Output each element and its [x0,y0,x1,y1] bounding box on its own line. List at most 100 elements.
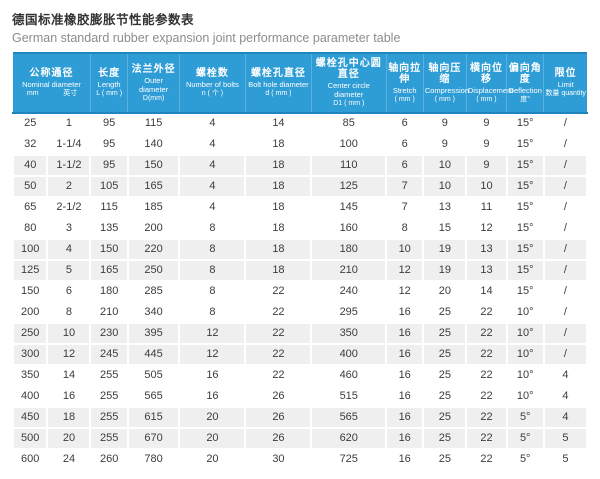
table-cell: 15° [505,175,545,198]
table-cell: 12 [46,343,92,366]
col-header-outer-diameter: 法兰外径 Outer diameter D(mm) [127,52,180,114]
table-cell: / [542,154,589,177]
table-cell: 165 [89,259,129,282]
table-cell: 5 [542,427,589,450]
table-cell: 1 [46,112,92,135]
table-cell: 600 [11,448,49,471]
table-cell: 16 [385,427,425,450]
table-cell: 245 [89,343,129,366]
table-row: 80 3 135 200 8 18 160 8 15 12 15° / [11,217,589,240]
table-cell: 25 [422,301,468,324]
table-cell: 22 [244,280,313,303]
table-cell: / [542,175,589,198]
table-cell: 4 [178,133,247,156]
table-cell: 19 [422,238,468,261]
table-cell: 15° [505,238,545,261]
table-cell: 20 [178,448,247,471]
table-cell: 4 [178,175,247,198]
table-cell: / [542,238,589,261]
page-title: 德国标准橡胶膨胀节性能参数表 [12,13,195,27]
col-header-number-of-bolts: 螺栓数 Number of bolts n ( 个 ) [179,52,246,114]
table-cell: 9 [465,112,508,135]
table-row: 40 1-1/2 95 150 4 18 110 6 10 9 15° / [11,154,589,177]
table-cell: 16 [46,385,92,408]
col-header-deflection: 偏向角度 Deflection 度° [506,52,545,114]
table-cell: 16 [385,301,425,324]
table-cell: 18 [244,259,313,282]
table-cell: 15° [505,280,545,303]
table-cell: 95 [89,133,129,156]
table-cell: 7 [385,196,425,219]
table-cell: 26 [244,427,313,450]
table-cell: 32 [11,133,49,156]
table-cell: 5° [505,448,545,471]
table-cell: 15° [505,133,545,156]
table-cell: 2-1/2 [46,196,92,219]
table-cell: 18 [244,133,313,156]
table-cell: 7 [385,175,425,198]
table-cell: 14 [465,280,508,303]
table-cell: 725 [310,448,388,471]
table-cell: 10° [505,343,545,366]
table-cell: 255 [89,427,129,450]
table-cell: 400 [11,385,49,408]
table-cell: / [542,280,589,303]
table-cell: 22 [465,448,508,471]
table-cell: 350 [11,364,49,387]
table-cell: 3 [46,217,92,240]
table-cell: 95 [89,154,129,177]
table-cell: 200 [11,301,49,324]
table-row: 32 1-1/4 95 140 4 18 100 6 9 9 15° / [11,133,589,156]
table-cell: 22 [465,406,508,429]
table-cell: 100 [310,133,388,156]
table-cell: 16 [178,364,247,387]
table-row: 100 4 150 220 8 18 180 10 19 13 15° / [11,238,589,261]
table-cell: 9 [465,154,508,177]
table-cell: 22 [465,364,508,387]
table-cell: 20 [178,406,247,429]
table-cell: 16 [385,406,425,429]
table-cell: 1-1/4 [46,133,92,156]
table-row: 250 10 230 395 12 22 350 16 25 22 10° / [11,322,589,345]
table-cell: 115 [126,112,181,135]
table-cell: 5 [542,448,589,471]
table-cell: 13 [465,259,508,282]
table-cell: 220 [126,238,181,261]
table-cell: 2 [46,175,92,198]
table-cell: 6 [385,133,425,156]
table-body: 25 1 95 115 4 14 85 6 9 9 15°/32 1-1/4 95 140 4 18 100 6 9… [11,112,589,471]
col-header-center-circle-diameter: 螺栓孔中心圆直径 Center circle diameter D1 ( mm ) [311,52,387,114]
table-cell: 25 [422,448,468,471]
table-cell: 18 [244,196,313,219]
page-subtitle: German standard rubber expansion joint p… [12,31,401,45]
table-cell: 615 [126,406,181,429]
table-cell: 4 [542,364,589,387]
table-cell: 15° [505,154,545,177]
table-cell: 150 [11,280,49,303]
table-cell: 22 [465,343,508,366]
table-cell: 22 [465,385,508,408]
table-cell: 125 [11,259,49,282]
table-cell: 150 [89,238,129,261]
table-cell: 1-1/2 [46,154,92,177]
table-row: 450 18 255 615 20 26 565 16 25 22 5° 4 [11,406,589,429]
table-cell: 185 [126,196,181,219]
table-cell: 22 [244,343,313,366]
table-row: 500 20 255 670 20 26 620 16 25 22 5° 5 [11,427,589,450]
table-cell: 515 [310,385,388,408]
table-cell: 9 [422,133,468,156]
table-cell: 565 [126,385,181,408]
col-header-bolt-hole-diameter: 螺栓孔直径 Bolt hole diameter d ( mm ) [245,52,312,114]
table-row: 50 2 105 165 4 18 125 7 10 10 15° / [11,175,589,198]
table-cell: 160 [310,217,388,240]
table-cell: 12 [178,322,247,345]
table-cell: 25 [422,364,468,387]
table-cell: 565 [310,406,388,429]
table-cell: 95 [89,112,129,135]
table-cell: 10° [505,322,545,345]
table-cell: 16 [385,343,425,366]
table-cell: 25 [11,112,49,135]
table-cell: 13 [422,196,468,219]
table-cell: 10° [505,364,545,387]
table-cell: 11 [465,196,508,219]
